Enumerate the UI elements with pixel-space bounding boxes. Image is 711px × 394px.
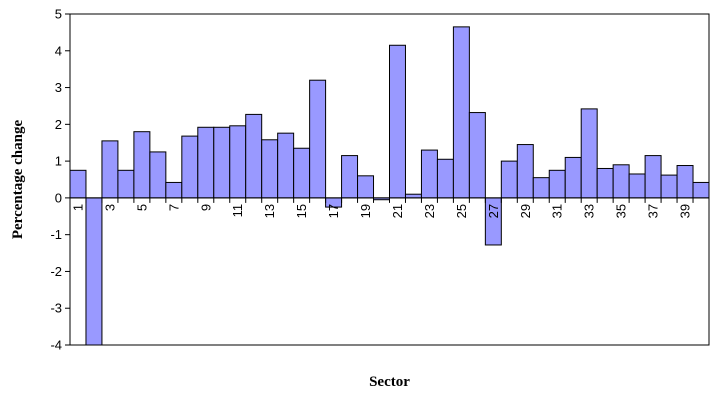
x-tick-label: 17 xyxy=(326,204,341,218)
y-tick-label: 3 xyxy=(55,80,62,95)
x-tick-label: 3 xyxy=(102,204,117,211)
x-tick-label: 1 xyxy=(70,204,85,211)
y-axis-title: Percentage change xyxy=(10,120,26,240)
x-tick-label: 19 xyxy=(358,204,373,218)
bar-sector-32 xyxy=(565,157,581,197)
x-tick-label: 7 xyxy=(166,204,181,211)
bar-sector-21 xyxy=(390,45,406,198)
bar-sector-14 xyxy=(278,133,294,198)
bar-sector-12 xyxy=(246,114,262,197)
x-axis-title: Sector xyxy=(369,374,410,390)
y-tick-label: 1 xyxy=(55,154,62,169)
bar-sector-36 xyxy=(629,174,645,198)
bar-sector-30 xyxy=(533,178,549,198)
bar-sector-16 xyxy=(310,80,326,198)
x-tick-label: 5 xyxy=(134,204,149,211)
bar-sector-35 xyxy=(613,165,629,198)
bar-sector-11 xyxy=(230,126,246,198)
bars xyxy=(70,27,709,345)
x-tick-label: 39 xyxy=(678,204,693,218)
bar-sector-25 xyxy=(453,27,469,198)
x-tick-label: 13 xyxy=(262,204,277,218)
x-tick-label: 15 xyxy=(294,204,309,218)
bar-sector-39 xyxy=(677,166,693,198)
x-tick-label: 27 xyxy=(486,204,501,218)
x-tick-label: 9 xyxy=(198,204,213,211)
bar-sector-15 xyxy=(294,148,310,198)
bar-sector-26 xyxy=(469,113,485,198)
bar-sector-24 xyxy=(437,159,453,198)
y-tick-label: -3 xyxy=(50,301,62,316)
bar-sector-18 xyxy=(342,156,358,198)
bar-sector-1 xyxy=(70,170,86,198)
x-tick-label: 33 xyxy=(582,204,597,218)
x-tick-label: 31 xyxy=(550,204,565,218)
bar-sector-37 xyxy=(645,156,661,198)
x-tick-label: 25 xyxy=(454,204,469,218)
y-tick-label: -1 xyxy=(50,227,62,242)
bar-sector-40 xyxy=(693,182,709,197)
bar-sector-4 xyxy=(118,170,134,198)
y-tick-label: 4 xyxy=(55,43,62,58)
y-axis-ticks: -4 -3 -2 -1 0 1 2 3 4 5 xyxy=(50,7,70,353)
bar-sector-33 xyxy=(581,109,597,198)
bar-sector-8 xyxy=(182,136,198,198)
x-tick-label: 21 xyxy=(390,204,405,218)
y-tick-label: -2 xyxy=(50,264,62,279)
x-tick-label: 35 xyxy=(614,204,629,218)
bar-sector-34 xyxy=(597,168,613,197)
y-tick-label: 5 xyxy=(55,7,62,22)
bar-sector-23 xyxy=(421,150,437,198)
x-tick-label: 23 xyxy=(422,204,437,218)
x-tick-label: 37 xyxy=(646,204,661,218)
bar-sector-29 xyxy=(517,145,533,198)
bar-sector-6 xyxy=(150,152,166,198)
bar-sector-19 xyxy=(358,176,374,198)
bar-sector-7 xyxy=(166,182,182,197)
bar-sector-13 xyxy=(262,140,278,198)
bar-sector-10 xyxy=(214,127,230,198)
x-tick-label: 11 xyxy=(230,204,245,218)
bar-sector-28 xyxy=(501,161,517,198)
plot-area: 1 3 5 7 9 11 13 15 17 19 21 23 25 27 29 31 33 35 37 39 -4-3… xyxy=(50,7,709,353)
bar-sector-2 xyxy=(86,198,102,345)
y-tick-label: 2 xyxy=(55,117,62,132)
x-tick-label: 29 xyxy=(518,204,533,218)
bar-sector-5 xyxy=(134,132,150,198)
bar-sector-22 xyxy=(405,194,421,198)
y-tick-label: 0 xyxy=(55,190,62,205)
bar-sector-3 xyxy=(102,141,118,198)
bar-sector-31 xyxy=(549,170,565,198)
y-tick-label: -4 xyxy=(50,338,62,353)
x-axis-ticks: 1 3 5 7 9 11 13 15 17 19 21 23 25 27 29 31 33 35 37 39 xyxy=(70,198,709,218)
bar-sector-38 xyxy=(661,175,677,198)
bar-sector-9 xyxy=(198,127,214,198)
